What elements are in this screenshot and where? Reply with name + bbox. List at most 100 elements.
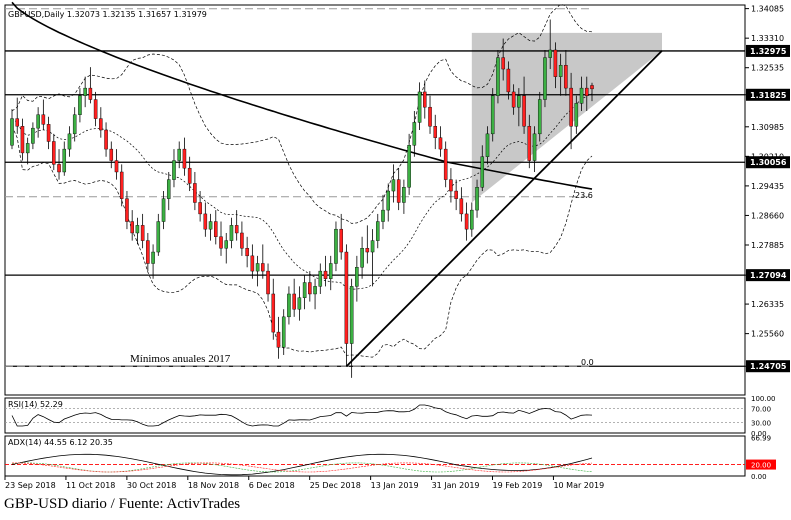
candle-body [475, 187, 479, 211]
level-price-label: 1.30056 [750, 158, 787, 167]
bollinger-upper [11, 3, 593, 224]
candle [370, 229, 375, 287]
candle [328, 255, 333, 291]
candle-body [449, 179, 453, 192]
candle [433, 114, 438, 150]
level-price-box [746, 269, 790, 282]
candle-body [344, 251, 349, 344]
candle-body [72, 114, 77, 135]
time-tick-label: 18 Nov 2018 [188, 481, 239, 490]
candle-body [470, 209, 474, 230]
rsi-tick-label: 100.00 [751, 395, 776, 403]
candle [496, 49, 500, 104]
candle-body [585, 87, 589, 96]
candle-body [339, 228, 343, 253]
candle [438, 126, 443, 157]
rsi-panel-frame [4, 397, 746, 434]
candle [271, 278, 276, 340]
level-price-label: 1.24705 [750, 362, 787, 371]
candle-body [517, 95, 521, 108]
candle-body [464, 213, 469, 230]
candle [46, 116, 51, 150]
candle-body [214, 221, 218, 237]
adx-tick-label: 0.00 [751, 473, 767, 481]
adx-level-box [746, 459, 776, 470]
candle [234, 210, 239, 241]
candle-body [135, 225, 140, 234]
candle [119, 164, 124, 207]
candle [323, 255, 328, 287]
candle-body [41, 114, 46, 125]
candle-body [46, 124, 51, 142]
candle [78, 88, 82, 123]
time-tick-label: 30 Oct 2018 [127, 481, 176, 490]
candle-body [574, 103, 579, 127]
candle-body [203, 213, 208, 230]
candle-body [177, 148, 181, 161]
candle [172, 149, 176, 188]
adx-line [11, 453, 593, 476]
time-tick-label: 31 Jan 2019 [432, 481, 480, 490]
candle-body [161, 198, 166, 222]
candle [130, 210, 134, 241]
candle [182, 137, 187, 176]
candle-body [271, 293, 276, 333]
candle-body [88, 87, 93, 100]
candle-body [412, 122, 417, 146]
candle-body [417, 91, 422, 123]
candle-body [287, 293, 291, 318]
candle-body [281, 316, 286, 348]
time-axis: 23 Sep 2018 11 Oct 2018 30 Oct 2018 18 Nov … [4, 476, 604, 490]
time-tick-label: 6 Dec 2018 [249, 481, 295, 490]
candle [532, 126, 537, 172]
candle [10, 109, 14, 150]
candle-body [36, 114, 40, 129]
candle-body [25, 143, 30, 154]
candle-body [292, 293, 296, 310]
candle-body [78, 95, 82, 115]
candle [590, 82, 594, 102]
candle-body [328, 263, 333, 279]
candle-body [511, 91, 516, 108]
candle-body [245, 248, 249, 257]
candle-body [370, 240, 375, 253]
adx-tick-label: 20.00 [751, 462, 771, 470]
candle [375, 213, 380, 249]
candle-body [490, 95, 495, 135]
rsi-panel: RSI(14) 52.29 [4, 397, 746, 434]
candle [177, 141, 181, 169]
candle-body [381, 209, 385, 222]
candle [490, 88, 495, 142]
candle [344, 244, 349, 367]
candle [219, 221, 223, 256]
candle [470, 202, 474, 237]
candle [480, 145, 485, 192]
candle-body [229, 225, 234, 241]
candle [506, 61, 511, 100]
candle [485, 126, 490, 165]
candle [104, 122, 108, 157]
candle-body [438, 137, 443, 150]
candle-body [198, 202, 202, 215]
candle-body [266, 270, 270, 295]
candle [151, 244, 155, 279]
rsi-axis: 100.00 70.00 30.00 0.00 [751, 395, 776, 438]
candle [266, 263, 270, 302]
candle [391, 164, 396, 203]
adx-layer [5, 453, 745, 476]
candle [459, 187, 464, 222]
candle [339, 213, 343, 260]
candle-body [527, 126, 532, 161]
price-tick-label: 1.33310 [751, 34, 784, 43]
candle [360, 236, 364, 279]
candle [57, 149, 61, 180]
candle [214, 210, 218, 245]
candle [72, 107, 77, 142]
adx-tick-label: 66.99 [751, 435, 771, 443]
candle-body [501, 57, 505, 70]
candle [585, 76, 589, 111]
price-tick-label: 1.34085 [751, 5, 784, 14]
time-tick-label: 10 Mar 2019 [553, 481, 604, 490]
candle-body [590, 85, 594, 90]
level-price-label: 1.31825 [750, 91, 787, 100]
